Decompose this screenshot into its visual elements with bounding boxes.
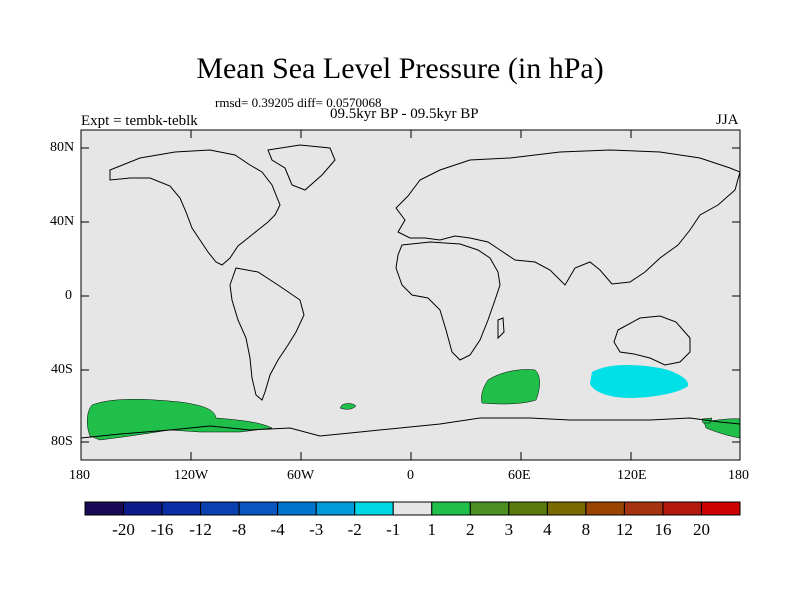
lat-label-80s: 80S	[51, 434, 73, 449]
colorbar-label: 3	[504, 520, 514, 539]
colorbar-label: -4	[270, 520, 285, 539]
axis-ticks	[81, 130, 740, 460]
colorbar-swatch	[200, 501, 240, 516]
colorbar-swatch	[700, 501, 741, 516]
coast-antarctica	[80, 417, 741, 439]
colorbar-swatch	[161, 501, 202, 516]
coast-madagascar	[497, 317, 505, 340]
coast-greenland	[267, 144, 336, 191]
positive-anomaly-south-atlantic	[339, 403, 357, 410]
lon-label-120w: 120W	[174, 468, 209, 483]
colorbar-swatch	[315, 501, 356, 516]
colorbar-label: -20	[112, 520, 135, 539]
positive-anomaly-south-pacific	[87, 399, 273, 441]
coastlines	[80, 144, 741, 439]
colorbar-swatch	[508, 501, 548, 516]
colorbar-label: 8	[581, 520, 591, 539]
coast-eurasia	[395, 149, 741, 286]
colorbar-label: 16	[654, 520, 672, 539]
positive-anomaly-south-indian	[481, 369, 540, 405]
lat-label-40n: 40N	[50, 214, 75, 229]
colorbar-swatch	[84, 501, 125, 516]
colorbar-swatch	[123, 501, 163, 516]
lat-label-40s: 40S	[51, 362, 73, 377]
colorbar-swatch	[354, 501, 394, 516]
lat-label-80n: 80N	[50, 140, 75, 155]
lon-label-60e: 60E	[508, 468, 531, 483]
colorbar-label: 20	[692, 520, 710, 539]
lon-label-0: 0	[407, 468, 414, 483]
stats-text: rmsd= 0.39205 diff= 0.0570068	[215, 95, 382, 110]
season-label: JJA	[716, 112, 739, 128]
colorbar-swatch	[469, 501, 510, 516]
colorbar-label: 2	[466, 520, 475, 539]
coast-africa	[395, 241, 501, 361]
colorbar-label: -16	[150, 520, 174, 539]
colorbar-swatch	[392, 501, 433, 516]
coast-south-america	[229, 267, 305, 401]
lon-label-60w: 60W	[287, 468, 315, 483]
colorbar	[84, 501, 741, 516]
colorbar-label: -2	[347, 520, 362, 539]
colorbar-label: -8	[232, 520, 247, 539]
colorbar-swatch	[623, 501, 664, 516]
map-title: Mean Sea Level Pressure (in hPa)	[196, 52, 604, 85]
colorbar-label: -12	[189, 520, 212, 539]
colorbar-swatch	[277, 501, 317, 516]
lat-label-0: 0	[65, 288, 72, 303]
coast-australia	[613, 315, 691, 366]
lon-label-180w: 180	[69, 468, 90, 483]
colorbar-swatch	[662, 501, 702, 516]
experiment-label: Expt = tembk-teblk	[81, 113, 198, 129]
lon-label-120e: 120E	[617, 468, 647, 483]
period-text: 09.5kyr BP - 09.5kyr BP	[330, 106, 479, 122]
colorbar-label: 4	[543, 520, 552, 539]
colorbar-label: -1	[386, 520, 401, 539]
colorbar-swatch	[238, 501, 279, 516]
colorbar-swatch	[431, 501, 471, 516]
colorbar-label: 1	[427, 520, 437, 539]
colorbar-label: 12	[615, 520, 633, 539]
colorbar-swatch	[546, 501, 587, 516]
colorbar-swatch	[585, 501, 625, 516]
colorbar-label: -3	[309, 520, 324, 539]
lon-label-180e: 180	[728, 468, 749, 483]
negative-anomaly-south-indian	[590, 364, 689, 398]
coast-north-america	[109, 149, 281, 266]
